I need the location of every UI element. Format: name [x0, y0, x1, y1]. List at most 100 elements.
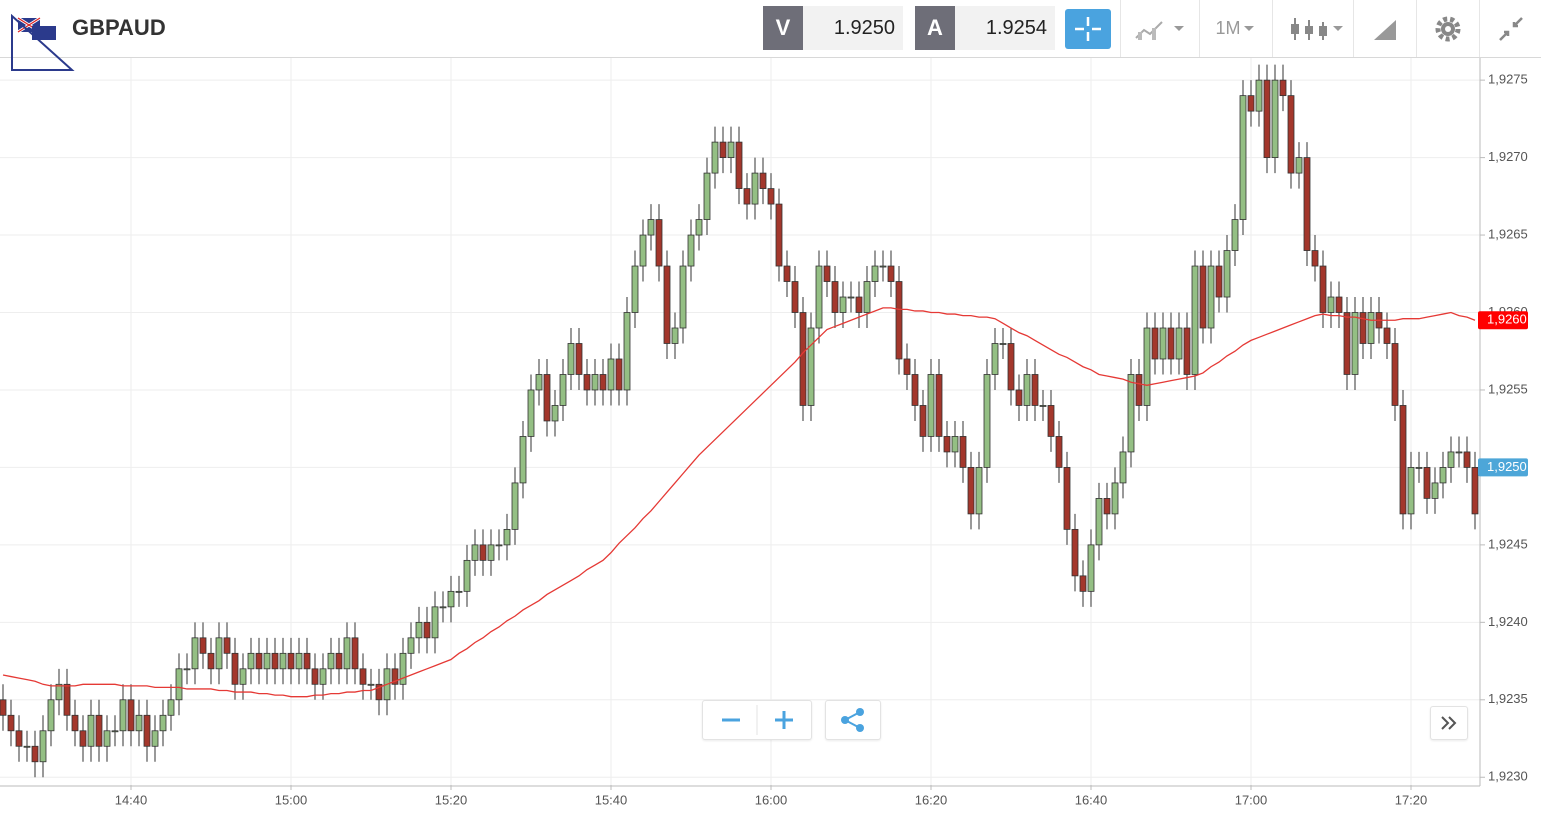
candle-body — [839, 296, 847, 313]
candle-body — [1103, 498, 1111, 515]
x-tick-label: 17:20 — [1395, 792, 1428, 807]
draw-tool-button[interactable] — [1353, 0, 1416, 57]
candle-body — [367, 683, 375, 686]
plot-area — [0, 64, 1479, 778]
candle-body — [583, 374, 591, 391]
candle-body — [327, 652, 335, 670]
candle-body — [943, 436, 951, 453]
candle-body — [639, 234, 647, 267]
candle-body — [623, 312, 631, 391]
candle-body — [87, 714, 95, 747]
candle-body — [871, 265, 879, 282]
candle-body — [151, 730, 159, 747]
candle-body — [799, 312, 807, 406]
candle-body — [1159, 327, 1167, 360]
x-tick-label: 15:00 — [275, 792, 308, 807]
candle-body — [439, 606, 447, 609]
candle-body — [127, 699, 135, 732]
candle-body — [303, 652, 311, 670]
candle-body — [1135, 374, 1143, 406]
candle-body — [39, 730, 47, 763]
candle-body — [863, 281, 871, 313]
candle-body — [279, 652, 287, 670]
scroll-end-button[interactable] — [1430, 706, 1468, 740]
candle-body — [31, 745, 39, 763]
price-marker — [1478, 311, 1528, 330]
candle-body — [615, 358, 623, 391]
candle-body — [935, 374, 943, 437]
candle-body — [511, 482, 519, 530]
candle-body — [1079, 575, 1087, 592]
ask-button[interactable]: A 1.9254 — [915, 6, 1055, 50]
candle-body — [463, 559, 471, 592]
candle-body — [1423, 467, 1431, 499]
candle-body — [375, 683, 383, 701]
candle-body — [1143, 327, 1151, 406]
candle-body — [887, 265, 895, 282]
share-button[interactable] — [825, 700, 881, 740]
candle-body — [7, 714, 15, 732]
candle-body — [1447, 451, 1455, 468]
candle-body — [415, 621, 423, 639]
candle-body — [15, 730, 23, 747]
bid-button[interactable]: V 1.9250 — [763, 6, 903, 50]
candle-body — [559, 374, 567, 406]
candle-body — [455, 590, 463, 593]
toolbar: GBPAUD V 1.9250 A 1.9254 1M — [0, 0, 1541, 71]
candle-body — [631, 265, 639, 313]
candle-body — [1023, 374, 1031, 406]
candle-body — [1311, 250, 1319, 267]
candle-body — [983, 374, 991, 468]
chart-type-button[interactable] — [1120, 0, 1199, 57]
candle-body — [103, 730, 111, 747]
candle-body — [711, 141, 719, 174]
candle-body — [991, 343, 999, 375]
y-tick-label: 1,9235 — [1488, 691, 1528, 706]
candle-body — [911, 374, 919, 406]
candle-body — [1287, 95, 1295, 174]
x-tick-label: 14:40 — [115, 792, 148, 807]
candle-body — [111, 730, 119, 733]
candle-body — [543, 374, 551, 422]
candle-style-button[interactable] — [1272, 0, 1353, 57]
candle-body — [823, 265, 831, 282]
candle-body — [335, 652, 343, 670]
candle-body — [1191, 265, 1199, 375]
price-marker — [1478, 458, 1528, 477]
candle-body — [143, 714, 151, 747]
candle-body — [1039, 405, 1047, 407]
candle-body — [487, 544, 495, 561]
candle-body — [727, 141, 735, 158]
y-tick-label: 1,9230 — [1488, 769, 1528, 784]
candle-body — [767, 188, 775, 205]
x-tick-label: 17:00 — [1235, 792, 1268, 807]
candle-body — [1391, 343, 1399, 406]
candle-body — [71, 714, 79, 732]
candle-body — [791, 281, 799, 313]
timeframe-button[interactable]: 1M — [1199, 0, 1272, 57]
collapse-button[interactable] — [1479, 0, 1541, 57]
settings-button[interactable] — [1416, 0, 1479, 57]
ask-label: A — [915, 6, 955, 50]
candle-body — [495, 544, 503, 547]
candle-body — [703, 172, 711, 220]
candle-body — [471, 544, 479, 561]
candle-body — [167, 699, 175, 716]
candle-body — [1031, 374, 1039, 406]
candle-body — [63, 683, 71, 716]
price-marker-label: 1,9260 — [1487, 312, 1527, 327]
candle-body — [663, 265, 671, 344]
candle-body — [23, 745, 31, 748]
crosshair-button[interactable] — [1058, 0, 1118, 57]
candle-body — [343, 637, 351, 670]
candle-body — [47, 699, 55, 732]
y-tick-label: 1,9240 — [1488, 614, 1528, 629]
y-tick-label: 1,9265 — [1488, 226, 1528, 241]
candle-body — [759, 172, 767, 189]
candle-body — [575, 343, 583, 375]
candle-body — [175, 668, 183, 701]
candle-body — [847, 296, 855, 299]
candle-body — [1055, 436, 1063, 468]
